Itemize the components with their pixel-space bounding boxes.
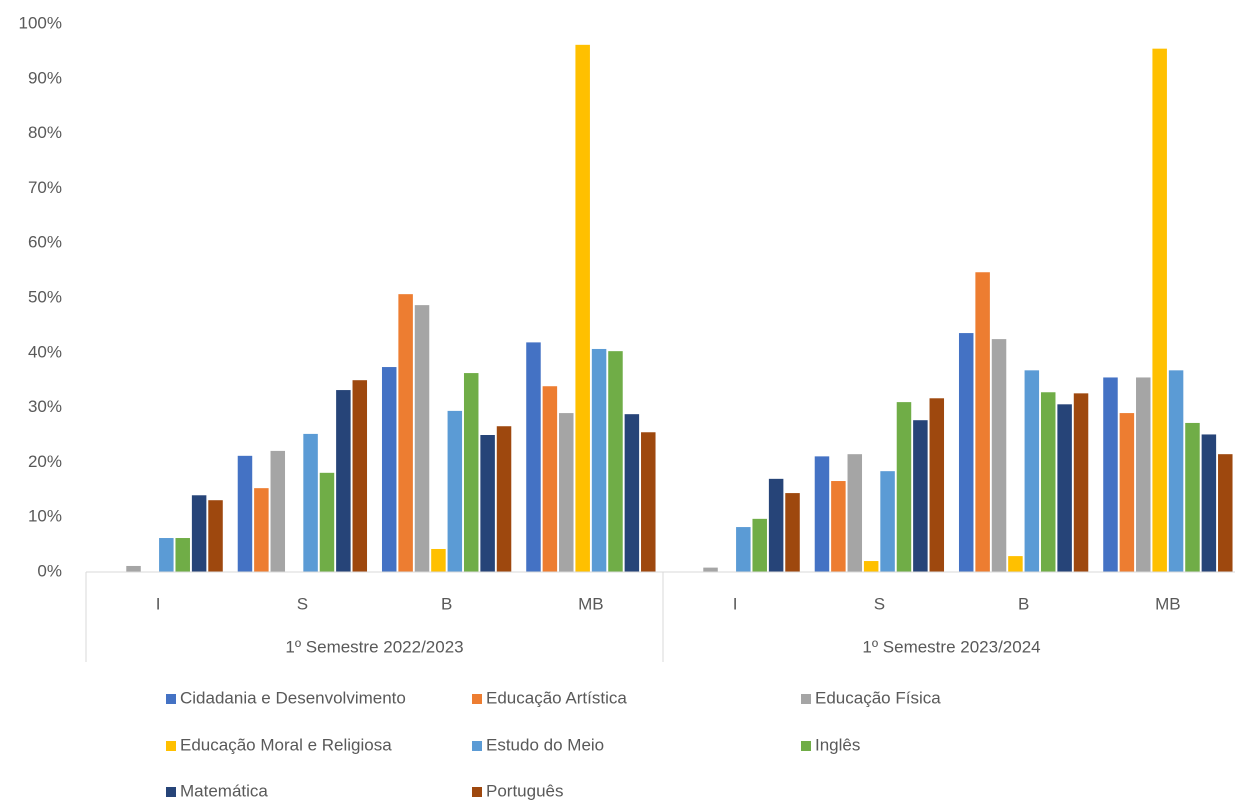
bar [542, 386, 558, 572]
x-tick-label: MB [1155, 594, 1181, 613]
bar [1073, 393, 1089, 572]
bar [1119, 413, 1135, 572]
bar [831, 481, 846, 572]
bar [880, 471, 895, 572]
bar [1185, 422, 1200, 572]
bar [336, 390, 351, 572]
bar [270, 450, 286, 572]
y-tick-label: 40% [28, 342, 62, 361]
bar [624, 414, 640, 572]
x-tick-label: S [874, 594, 885, 613]
legend-label: Português [486, 781, 564, 800]
y-tick-label: 10% [28, 507, 62, 526]
legend-swatch [166, 787, 176, 797]
y-tick-label: 80% [28, 123, 62, 142]
bar [526, 342, 541, 572]
bar [398, 294, 413, 572]
bar [575, 44, 590, 573]
legend-label: Inglês [815, 735, 860, 754]
legend-swatch [801, 741, 811, 751]
bar [975, 272, 990, 572]
legend-label: Educação Física [815, 688, 941, 707]
bar [431, 548, 446, 572]
bar [159, 538, 174, 572]
bar [254, 488, 269, 572]
x-tick-label: B [1018, 594, 1029, 613]
x-tick-label: B [441, 594, 452, 613]
bar [559, 413, 574, 572]
bar [958, 333, 974, 572]
bar [913, 420, 928, 572]
bar [814, 456, 830, 572]
bar [414, 305, 430, 572]
bar [847, 454, 863, 572]
x-tick-label: S [297, 594, 308, 613]
bar [1103, 377, 1118, 572]
y-tick-label: 70% [28, 178, 62, 197]
y-tick-label: 60% [28, 233, 62, 252]
y-tick-label: 30% [28, 397, 62, 416]
bar [480, 435, 495, 572]
legend-swatch [472, 741, 482, 751]
bar [175, 538, 190, 572]
bar [208, 500, 223, 572]
x-tick-label: I [733, 594, 738, 613]
bar [1024, 370, 1040, 572]
bar [1008, 556, 1023, 572]
legend-swatch [801, 694, 811, 704]
bar [1040, 392, 1056, 572]
bar [991, 339, 1007, 572]
legend-label: Estudo do Meio [486, 735, 604, 754]
legend-swatch [472, 694, 482, 704]
y-tick-label: 100% [19, 13, 62, 32]
legend-swatch [472, 787, 482, 797]
group-label: 1º Semestre 2022/2023 [285, 637, 463, 656]
bar [591, 348, 607, 572]
bar [641, 432, 656, 572]
bar [1218, 454, 1233, 572]
y-tick-label: 90% [28, 68, 62, 87]
legend-swatch [166, 694, 176, 704]
x-tick-label: MB [578, 594, 604, 613]
bar [1201, 434, 1217, 572]
bar [352, 380, 368, 572]
bar [319, 472, 335, 572]
y-tick-label: 50% [28, 287, 62, 306]
bar [608, 351, 623, 572]
bar [785, 493, 800, 572]
x-tick-label: I [156, 594, 161, 613]
group-label: 1º Semestre 2023/2024 [862, 637, 1040, 656]
legend-label: Matemática [180, 781, 268, 800]
bar [237, 455, 253, 572]
y-tick-label: 20% [28, 452, 62, 471]
bar [1136, 377, 1151, 572]
bar [463, 373, 479, 572]
bar [1152, 48, 1167, 573]
bar [896, 402, 912, 572]
bar [768, 478, 784, 572]
legend-label: Educação Moral e Religiosa [180, 735, 392, 754]
legend-label: Cidadania e Desenvolvimento [180, 688, 406, 707]
bar [703, 567, 718, 572]
legend-label: Educação Artística [486, 688, 627, 707]
bar [929, 398, 945, 572]
y-tick-label: 0% [37, 561, 62, 580]
bar [736, 527, 751, 572]
bar [496, 426, 512, 572]
bar [447, 410, 463, 572]
bar [191, 495, 207, 572]
bar [381, 367, 397, 572]
bar [752, 518, 767, 572]
bar [863, 561, 879, 572]
legend-swatch [166, 741, 176, 751]
bar [1168, 370, 1184, 572]
bar [126, 565, 141, 572]
bar [1057, 404, 1072, 572]
bar [303, 433, 318, 572]
